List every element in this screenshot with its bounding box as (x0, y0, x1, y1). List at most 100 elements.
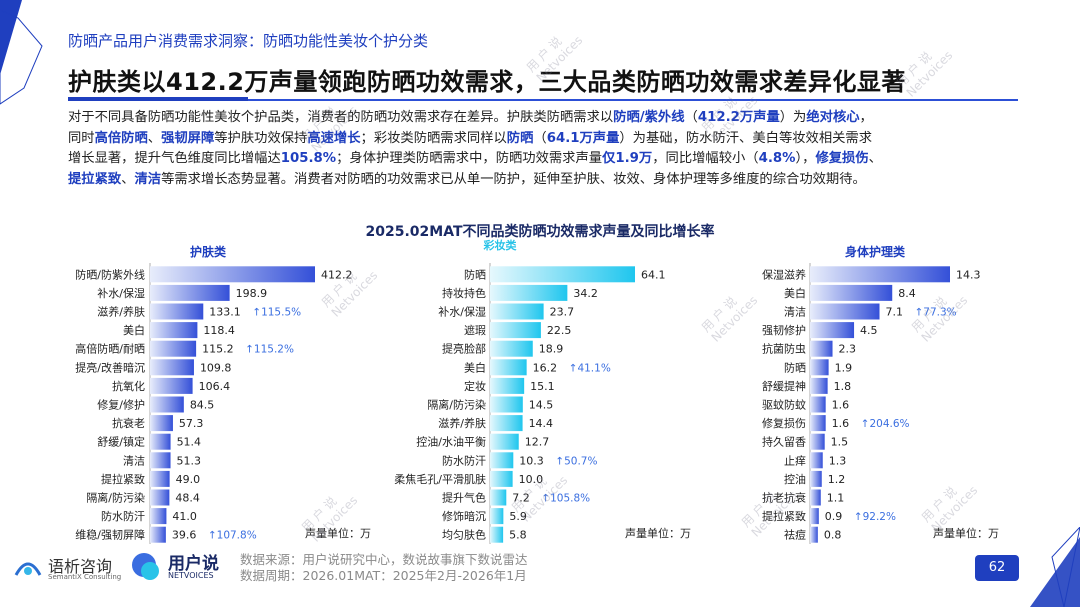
category-label: 保湿滋养 (762, 267, 806, 281)
bar (490, 433, 519, 450)
description-highlight: 4.8% (758, 151, 796, 166)
category-label: 舒缓提神 (762, 379, 806, 393)
value-label: 41.0 (172, 510, 197, 523)
category-label: 美白 (464, 360, 486, 374)
bar (150, 322, 198, 339)
value-label: 115.2 (202, 343, 234, 356)
bar (490, 340, 533, 357)
category-label: 定妆 (464, 379, 486, 393)
value-label: 5.8 (509, 529, 527, 542)
value-label: 51.4 (177, 436, 202, 449)
value-label: 118.4 (203, 324, 235, 337)
netvoices-logo-name: 用户说 (168, 554, 219, 574)
category-label: 控油 (784, 472, 806, 486)
value-label: 12.7 (525, 436, 550, 449)
value-label: 7.2 (512, 492, 530, 505)
category-label: 舒缓/镇定 (97, 435, 145, 449)
category-label: 滋养/养肤 (97, 305, 145, 319)
category-label: 抗菌防虫 (762, 342, 806, 356)
description-line-4: 提拉紧致、清洁等需求增长态势显著。消费者对防晒的功效需求已从单一防护，延伸至护肤… (68, 170, 1023, 191)
netvoices-logo-icon (132, 553, 159, 580)
bar (490, 470, 513, 487)
value-label: 133.1 (209, 306, 241, 319)
value-label: 57.3 (179, 417, 204, 430)
bar (810, 508, 819, 525)
description-highlight: 绝对核心 (806, 110, 860, 125)
description-highlight: 高速增长 (307, 130, 361, 146)
description-highlight: 防晒/紫外线 (613, 110, 685, 125)
bar (150, 470, 170, 487)
category-label: 柔焦毛孔/平滑肌肤 (394, 472, 486, 486)
bar (810, 303, 880, 320)
description-text: 、 (121, 171, 135, 187)
description-text: ，同比增幅较小（ (652, 151, 759, 166)
description-paragraph: 对于不同具备防晒功能性美妆个护品类，消费者的防晒功效需求存在差异。护肤类防晒需求… (68, 108, 1023, 190)
description-text: 等需求增长态势显著。消费者对防晒的功效需求已从单一防护，延伸至护肤、妆效、身体护… (161, 171, 866, 187)
category-label: 提拉紧致 (101, 472, 145, 486)
corner-decoration-bottom (1030, 527, 1080, 607)
category-label: 防水防汗 (442, 453, 486, 467)
growth-label: ↑204.6% (861, 418, 910, 430)
description-text: 同时 (68, 130, 95, 146)
value-label: 1.9 (835, 361, 853, 374)
logo-semantix: 语析咨询 SemantiX Consulting (12, 549, 127, 587)
value-label: 1.5 (831, 436, 849, 449)
bar (490, 377, 525, 394)
bar (810, 284, 893, 301)
value-label: 4.5 (860, 324, 878, 337)
category-label: 提亮/改善暗沉 (75, 360, 145, 374)
bar (490, 489, 507, 506)
value-label: 1.6 (832, 417, 850, 430)
category-label: 提升气色 (442, 491, 486, 505)
growth-label: ↑77.3% (915, 307, 957, 319)
description-highlight: 修复损伤 (815, 151, 869, 166)
description-line-1: 对于不同具备防晒功能性美妆个护品类，消费者的防晒功效需求存在差异。护肤类防晒需求… (68, 108, 1023, 129)
description-highlight: 高倍防晒 (94, 130, 148, 146)
category-label: 美白 (123, 323, 145, 337)
bar (490, 415, 523, 432)
growth-label: ↑50.7% (555, 455, 597, 467)
category-label: 提亮脸部 (442, 342, 486, 356)
category-label: 驱蚊防蚊 (762, 398, 806, 412)
description-line-3: 增长显著，提升气色维度同比增幅达105.8%；身体护理类防晒需求中，防晒功效需求… (68, 149, 1023, 170)
category-label: 滋养/养肤 (438, 416, 486, 430)
value-label: 106.4 (199, 380, 231, 393)
category-label: 持久留香 (762, 435, 806, 449)
bar (810, 470, 822, 487)
category-label: 修饰暗沉 (442, 509, 486, 523)
bar (810, 433, 825, 450)
bar (490, 284, 568, 301)
category-label: 止痒 (784, 453, 806, 467)
netvoices-logo-sub: NETVOICES (168, 571, 214, 580)
unit-label: 声量单位：万 (625, 526, 691, 540)
category-label: 防晒/防紫外线 (75, 267, 145, 281)
category-label: 控油/水油平衡 (416, 435, 486, 449)
value-label: 15.1 (530, 380, 555, 393)
category-label: 清洁 (784, 306, 806, 319)
category-label: 补水/保湿 (438, 305, 486, 319)
description-text: ）， (795, 151, 816, 166)
description-highlight: 清洁 (134, 171, 162, 187)
semantix-logo-name: 语析咨询 (48, 557, 113, 576)
description-text: 等护肤功效保持 (214, 130, 308, 146)
data-period: 数据周期：2026.01MAT：2025年2月-2026年1月 (240, 568, 527, 583)
category-label: 防水防汗 (101, 509, 145, 523)
value-label: 16.2 (533, 361, 558, 374)
description-text: ）为基础，防水防汗、美白等妆效相关需求 (619, 130, 873, 146)
growth-label: ↑105.8% (541, 493, 590, 505)
category-label: 补水/保湿 (97, 286, 145, 300)
value-label: 64.1 (641, 268, 666, 281)
value-label: 34.2 (573, 287, 598, 300)
value-label: 109.8 (200, 361, 232, 374)
description-text: 对于不同具备防晒功能性美妆个护品类，消费者的防晒功效需求存在差异。护肤类防晒需求… (68, 110, 614, 125)
value-label: 1.6 (832, 399, 850, 412)
bar (810, 526, 818, 543)
value-label: 1.3 (829, 454, 847, 467)
bar (150, 303, 204, 320)
panel-title: 彩妆类 (483, 238, 518, 252)
description-line-2: 同时高倍防晒、强韧屏障等护肤功效保持高速增长；彩妆类防晒需求同样以防晒（64.1… (68, 129, 1023, 150)
value-label: 18.9 (539, 343, 564, 356)
category-label: 遮瑕 (464, 323, 486, 337)
bar (150, 526, 166, 543)
value-label: 412.2 (321, 268, 353, 281)
